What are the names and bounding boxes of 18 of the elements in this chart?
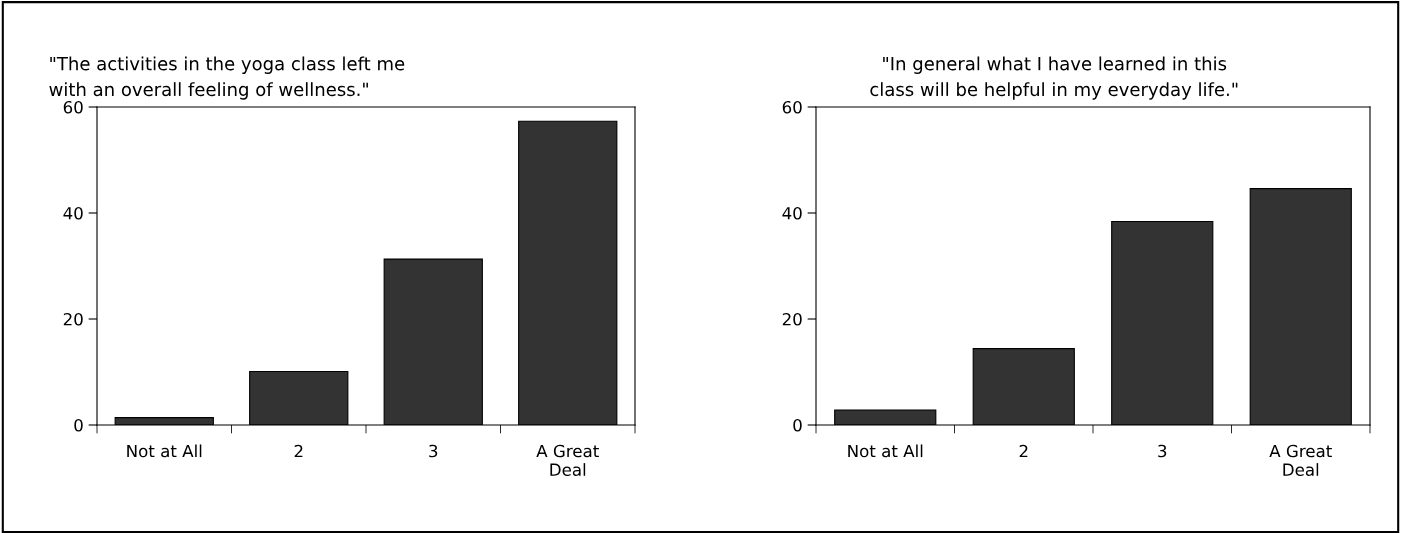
x-tick-label: Not at All <box>127 444 202 458</box>
chart-title: "The activities in the yoga class left me with an overall feeling of wellness." <box>49 56 405 100</box>
y-tick-label: 40 <box>782 206 802 220</box>
chart-title: "In general what I have learned in this class will be helpful in my everyday life." <box>870 56 1238 100</box>
x-tick-label: Not at All <box>848 444 923 458</box>
x-tick-label: A Great Deal <box>1269 444 1332 477</box>
y-tick-label: 60 <box>63 100 83 114</box>
x-tick-label: A Great Deal <box>536 444 599 477</box>
x-tick-label: 2 <box>1019 444 1028 458</box>
y-tick-label: 0 <box>74 418 83 432</box>
x-tick-label: 2 <box>294 444 303 458</box>
y-tick-label: 60 <box>782 100 802 114</box>
y-tick-label: 20 <box>63 312 83 326</box>
x-tick-label: 3 <box>429 444 438 458</box>
y-tick-label: 40 <box>63 206 83 220</box>
y-tick-label: 20 <box>782 312 802 326</box>
y-tick-label: 0 <box>793 418 802 432</box>
x-tick-label: 3 <box>1158 444 1167 458</box>
